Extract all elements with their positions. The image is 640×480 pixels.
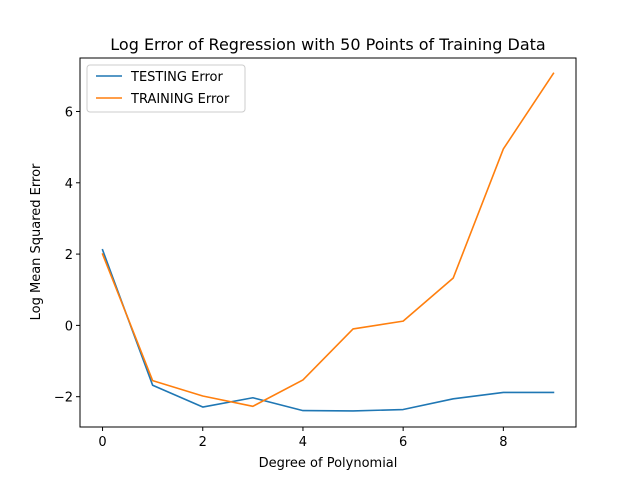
- y-tick-label: −2: [54, 391, 73, 406]
- y-tick-label: 6: [65, 105, 73, 120]
- series-line-1: [101, 248, 555, 412]
- legend-label-1: TESTING Error: [130, 70, 223, 85]
- axes-frame: [79, 57, 577, 428]
- y-axis-title: Log Mean Squared Error: [29, 163, 44, 320]
- series-line-2: [101, 72, 555, 408]
- legend-label-2: TRAINING Error: [130, 92, 230, 107]
- x-tick-label: 4: [299, 435, 307, 450]
- chart-title: Log Error of Regression with 50 Points o…: [110, 35, 545, 54]
- y-tick-label: 4: [65, 177, 73, 192]
- legend-box: [86, 64, 246, 113]
- plot-area: 0 2 4 6 8 −2 0 2 4 6: [54, 57, 577, 450]
- x-axis-title: Degree of Polynomial: [259, 456, 398, 471]
- y-tick-label: 0: [65, 319, 73, 334]
- x-tick-label: 8: [499, 435, 507, 450]
- x-tick-label: 2: [199, 435, 207, 450]
- x-tick-label: 0: [98, 435, 106, 450]
- x-tick-label: 6: [399, 435, 407, 450]
- legend: TESTING Error TRAINING Error: [86, 64, 246, 113]
- y-tick-label: 2: [65, 248, 73, 263]
